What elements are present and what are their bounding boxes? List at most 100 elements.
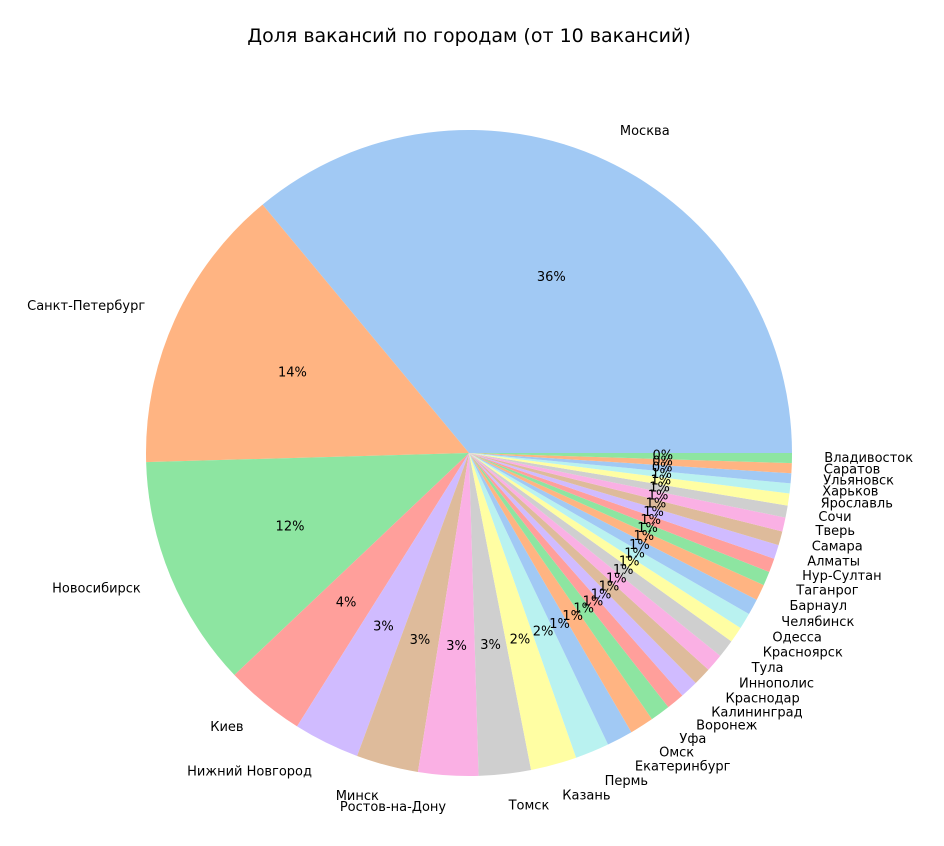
pie-slice [146,453,469,676]
slice-label: Томск [508,799,550,814]
slice-label: Москва [620,124,670,139]
slice-label: Самара [812,539,863,554]
slice-percent: 1% [640,513,661,528]
slice-percent: 1% [549,617,570,632]
slice-label: Казань [562,788,610,803]
slice-label: Алматы [807,554,860,569]
pie-slice [469,453,696,696]
pie-labels: Москва Санкт-Петербург Новосибирск Киев Нижн… [27,124,913,815]
slice-percent: 14% [278,366,307,381]
slice-label: Краснодар [726,691,800,706]
pie-slice [297,453,469,756]
pie-slice [469,453,779,559]
slice-percent: 2% [510,633,531,648]
slice-label: Пермь [605,774,649,789]
slice-percent: 3% [373,619,394,634]
pie-slices [146,129,792,777]
slice-percent: 1% [648,488,669,503]
slice-percent: 4% [336,595,357,610]
slice-label: Нур-Султан [802,569,882,584]
slice-label: Владивосток [824,451,913,466]
slice-label: Екатеринбург [635,760,731,775]
slice-percent: 1% [629,538,650,553]
slice-label: Тула [751,661,784,676]
slice-label: Ярославль [821,497,893,512]
pie-slice [469,453,790,506]
pie-slice [469,453,632,745]
pie-slice [469,453,791,494]
pie-slice [469,453,786,532]
slice-percent: 0% [652,449,673,464]
slice-percent: 1% [651,467,672,482]
slice-percent: 1% [649,481,670,496]
slice-percent: 1% [643,505,664,520]
slice-label: Харьков [822,485,878,500]
slice-label: Минск [336,789,379,804]
pie-slice [469,453,792,474]
pie-slice [469,453,788,518]
pie-slice [469,453,792,484]
slice-percent: 0% [652,461,673,476]
slice-percent: 1% [599,580,620,595]
slice-percent: 1% [624,546,645,561]
pie-slice [469,453,683,708]
slice-percent: 1% [591,587,612,602]
slice-label: Киев [210,720,243,735]
pie-percent-labels: 36%14%12%4%3%3% 3% 3% 2%2%1%1%1%1%1%1%1%1%1… [276,270,674,654]
slice-percent: 3% [410,633,431,648]
pie-slice [469,453,792,464]
pie-slice [146,204,470,463]
slice-label: Одесса [772,630,821,645]
pie-slice [469,453,732,656]
pie-slice [469,453,770,586]
pie-slice [234,453,469,727]
slice-label: Уфа [679,732,706,747]
pie-slice [469,453,741,642]
slice-label: Таганрог [795,584,858,599]
slice-percent: 36% [537,270,566,285]
slice-percent: 1% [637,521,658,536]
slice-label: Омск [659,746,694,761]
slice-percent: 1% [583,595,604,610]
pie-slice [417,453,479,777]
slice-label: Тверь [815,524,856,539]
slice-percent: 12% [276,520,305,535]
slice-label: Санкт-Петербург [27,299,145,314]
pie-slice [469,453,721,670]
pie-slice [469,453,652,733]
slice-percent: 1% [650,473,671,488]
slice-percent: 2% [533,625,554,640]
slice-label: Красноярск [763,645,843,660]
slice-label: Иннополис [739,676,814,691]
slice-percent: 1% [606,572,627,587]
pie-slice [469,453,532,776]
slice-label: Нижний Новгород [187,764,312,779]
slice-percent: 3% [446,639,467,654]
chart-title: Доля вакансий по городам (от 10 вакансий… [247,25,690,47]
slice-label: Саратов [824,462,880,477]
pie-slice [357,453,469,772]
slice-percent: 1% [562,609,583,624]
pie-slice [469,453,749,628]
slice-percent: 0% [652,455,673,470]
pie-slice [469,453,764,600]
slice-percent: 1% [619,555,640,570]
slice-percent: 1% [613,563,634,578]
pie-slice [469,453,609,758]
pie-slice [262,129,792,454]
slice-percent: 1% [633,529,654,544]
pie-slice [469,453,577,770]
slice-label: Калининград [711,706,802,721]
slice-label: Новосибирск [52,582,141,597]
slice-label: Сочи [818,510,851,525]
slice-percent: 1% [573,602,594,617]
pie-slice [469,453,775,573]
pie-slice [469,453,709,684]
slice-label: Челябинск [781,615,854,630]
slice-label: Ростов-на-Дону [340,800,447,815]
slice-percent: 1% [646,497,667,512]
pie-slice [469,453,757,615]
slice-percent: 3% [480,638,501,653]
slice-label: Воронеж [696,719,758,734]
